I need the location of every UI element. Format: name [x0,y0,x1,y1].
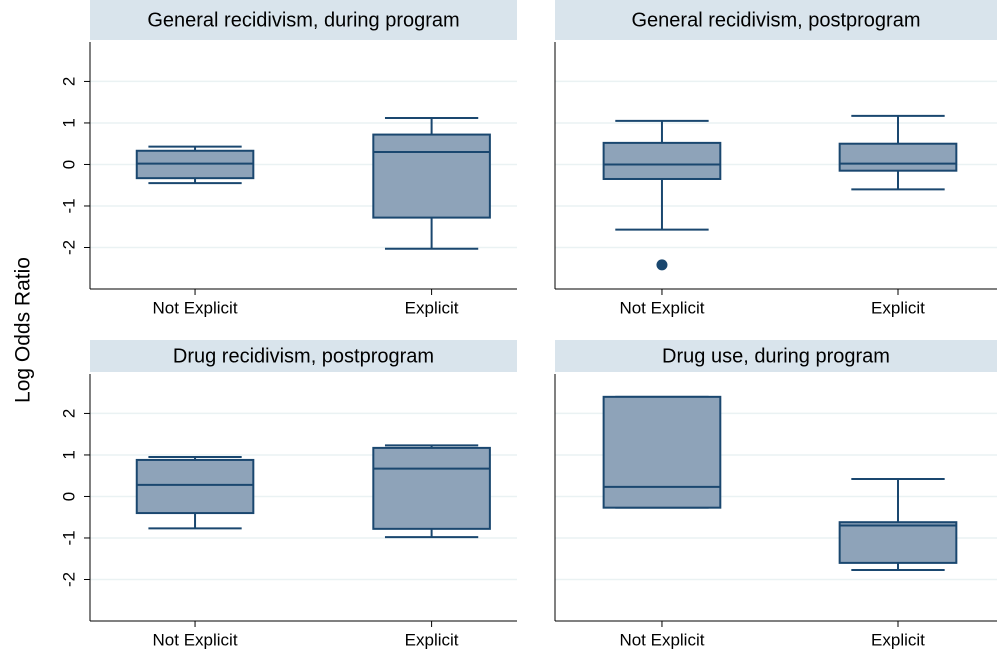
x-tick-label: Not Explicit [619,298,704,317]
y-tick-label: -2 [59,240,78,255]
x-tick-label: Not Explicit [619,630,704,649]
strip [90,340,517,372]
x-tick-label: Explicit [405,298,459,317]
strip [90,0,517,40]
y-tick-label: 2 [59,409,78,418]
box [602,141,722,180]
box [838,142,958,172]
y-tick-label: -2 [59,572,78,587]
x-tick-label: Explicit [405,630,459,649]
panel-title: Drug recidivism, postprogram [173,345,434,367]
x-tick-label: Explicit [871,630,925,649]
box [602,395,722,509]
y-tick-label: -1 [59,198,78,213]
strip [555,0,997,40]
y-tick-label: 2 [59,77,78,86]
x-tick-label: Not Explicit [153,630,238,649]
panel-title: General recidivism, postprogram [632,9,921,31]
strip [555,340,997,372]
box [135,458,255,515]
y-tick-label: 1 [59,118,78,127]
y-tick-label: -1 [59,530,78,545]
y-tick-label: 0 [59,160,78,169]
x-tick-label: Explicit [871,298,925,317]
box [838,521,958,564]
panel-title: General recidivism, during program [147,9,459,31]
y-tick-label: 0 [59,492,78,501]
panel-title: Drug use, during program [662,345,890,367]
y-axis-label: Log Odds Ratio [12,257,35,403]
x-tick-label: Not Explicit [153,298,238,317]
box [372,133,491,219]
y-tick-label: 1 [59,450,78,459]
outlier [656,259,668,271]
box [372,446,491,530]
